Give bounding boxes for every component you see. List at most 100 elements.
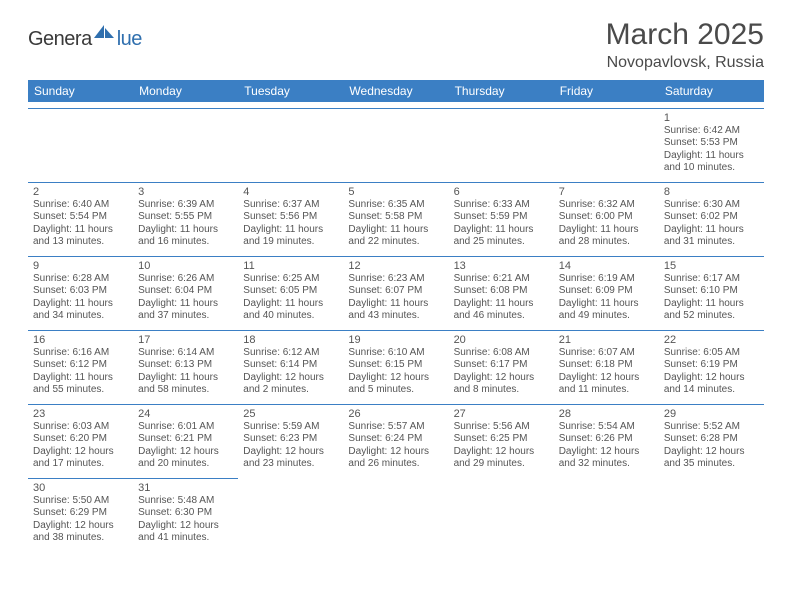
logo-text-blue: lue — [117, 28, 142, 51]
day-number: 29 — [664, 408, 759, 420]
calendar-day-cell: 14Sunrise: 6:19 AMSunset: 6:09 PMDayligh… — [554, 256, 659, 330]
day-info: Sunrise: 6:01 AMSunset: 6:21 PMDaylight:… — [138, 421, 233, 471]
calendar-day-cell: 1Sunrise: 6:42 AMSunset: 5:53 PMDaylight… — [659, 108, 764, 182]
day-info: Sunrise: 6:26 AMSunset: 6:04 PMDaylight:… — [138, 273, 233, 323]
day-info: Sunrise: 5:50 AMSunset: 6:29 PMDaylight:… — [33, 495, 128, 545]
calendar-day-cell — [554, 108, 659, 182]
day-number: 3 — [138, 186, 233, 198]
calendar-day-cell: 11Sunrise: 6:25 AMSunset: 6:05 PMDayligh… — [238, 256, 343, 330]
day-info: Sunrise: 5:57 AMSunset: 6:24 PMDaylight:… — [348, 421, 443, 471]
day-number: 12 — [348, 260, 443, 272]
day-info: Sunrise: 6:10 AMSunset: 6:15 PMDaylight:… — [348, 347, 443, 397]
day-info: Sunrise: 6:23 AMSunset: 6:07 PMDaylight:… — [348, 273, 443, 323]
weekday-header: Friday — [554, 80, 659, 102]
day-info: Sunrise: 6:40 AMSunset: 5:54 PMDaylight:… — [33, 199, 128, 249]
calendar-day-cell: 2Sunrise: 6:40 AMSunset: 5:54 PMDaylight… — [28, 182, 133, 256]
day-number: 7 — [559, 186, 654, 198]
calendar-day-cell: 28Sunrise: 5:54 AMSunset: 6:26 PMDayligh… — [554, 404, 659, 478]
calendar-day-cell — [343, 478, 448, 552]
calendar-day-cell: 17Sunrise: 6:14 AMSunset: 6:13 PMDayligh… — [133, 330, 238, 404]
header: Genera lue March 2025 Novopavlovsk, Russ… — [28, 18, 764, 72]
weekday-header-row: Sunday Monday Tuesday Wednesday Thursday… — [28, 80, 764, 102]
day-number: 21 — [559, 334, 654, 346]
calendar-day-cell — [554, 478, 659, 552]
calendar-week-row: 16Sunrise: 6:16 AMSunset: 6:12 PMDayligh… — [28, 330, 764, 404]
calendar-day-cell: 24Sunrise: 6:01 AMSunset: 6:21 PMDayligh… — [133, 404, 238, 478]
calendar-day-cell — [28, 108, 133, 182]
day-number: 25 — [243, 408, 338, 420]
day-info: Sunrise: 5:48 AMSunset: 6:30 PMDaylight:… — [138, 495, 233, 545]
day-info: Sunrise: 6:33 AMSunset: 5:59 PMDaylight:… — [454, 199, 549, 249]
day-number: 27 — [454, 408, 549, 420]
day-number: 18 — [243, 334, 338, 346]
calendar-page: Genera lue March 2025 Novopavlovsk, Russ… — [0, 0, 792, 570]
calendar-day-cell: 15Sunrise: 6:17 AMSunset: 6:10 PMDayligh… — [659, 256, 764, 330]
day-info: Sunrise: 5:52 AMSunset: 6:28 PMDaylight:… — [664, 421, 759, 471]
calendar-day-cell: 19Sunrise: 6:10 AMSunset: 6:15 PMDayligh… — [343, 330, 448, 404]
calendar-day-cell: 29Sunrise: 5:52 AMSunset: 6:28 PMDayligh… — [659, 404, 764, 478]
calendar-day-cell — [343, 108, 448, 182]
day-info: Sunrise: 6:12 AMSunset: 6:14 PMDaylight:… — [243, 347, 338, 397]
logo-text-general: Genera — [28, 28, 92, 51]
calendar-day-cell: 9Sunrise: 6:28 AMSunset: 6:03 PMDaylight… — [28, 256, 133, 330]
calendar-week-row: 23Sunrise: 6:03 AMSunset: 6:20 PMDayligh… — [28, 404, 764, 478]
calendar-day-cell: 30Sunrise: 5:50 AMSunset: 6:29 PMDayligh… — [28, 478, 133, 552]
day-number: 2 — [33, 186, 128, 198]
weekday-header: Saturday — [659, 80, 764, 102]
day-info: Sunrise: 6:05 AMSunset: 6:19 PMDaylight:… — [664, 347, 759, 397]
logo: Genera lue — [28, 24, 142, 55]
day-info: Sunrise: 6:21 AMSunset: 6:08 PMDaylight:… — [454, 273, 549, 323]
day-number: 24 — [138, 408, 233, 420]
location: Novopavlovsk, Russia — [606, 54, 764, 72]
month-title: March 2025 — [606, 18, 764, 52]
day-number: 13 — [454, 260, 549, 272]
day-number: 26 — [348, 408, 443, 420]
calendar-day-cell: 12Sunrise: 6:23 AMSunset: 6:07 PMDayligh… — [343, 256, 448, 330]
day-number: 6 — [454, 186, 549, 198]
calendar-day-cell: 13Sunrise: 6:21 AMSunset: 6:08 PMDayligh… — [449, 256, 554, 330]
calendar-week-row: 1Sunrise: 6:42 AMSunset: 5:53 PMDaylight… — [28, 108, 764, 182]
day-number: 5 — [348, 186, 443, 198]
day-number: 8 — [664, 186, 759, 198]
sail-icon — [94, 24, 116, 45]
weekday-header: Tuesday — [238, 80, 343, 102]
day-info: Sunrise: 6:28 AMSunset: 6:03 PMDaylight:… — [33, 273, 128, 323]
day-number: 10 — [138, 260, 233, 272]
day-number: 22 — [664, 334, 759, 346]
calendar-day-cell: 21Sunrise: 6:07 AMSunset: 6:18 PMDayligh… — [554, 330, 659, 404]
weekday-header: Wednesday — [343, 80, 448, 102]
day-info: Sunrise: 6:42 AMSunset: 5:53 PMDaylight:… — [664, 125, 759, 175]
day-info: Sunrise: 6:39 AMSunset: 5:55 PMDaylight:… — [138, 199, 233, 249]
weekday-header: Monday — [133, 80, 238, 102]
calendar-day-cell: 8Sunrise: 6:30 AMSunset: 6:02 PMDaylight… — [659, 182, 764, 256]
title-block: March 2025 Novopavlovsk, Russia — [606, 18, 764, 72]
calendar-day-cell: 10Sunrise: 6:26 AMSunset: 6:04 PMDayligh… — [133, 256, 238, 330]
calendar-day-cell: 7Sunrise: 6:32 AMSunset: 6:00 PMDaylight… — [554, 182, 659, 256]
calendar-day-cell: 26Sunrise: 5:57 AMSunset: 6:24 PMDayligh… — [343, 404, 448, 478]
calendar-week-row: 30Sunrise: 5:50 AMSunset: 6:29 PMDayligh… — [28, 478, 764, 552]
day-info: Sunrise: 5:59 AMSunset: 6:23 PMDaylight:… — [243, 421, 338, 471]
calendar-day-cell: 31Sunrise: 5:48 AMSunset: 6:30 PMDayligh… — [133, 478, 238, 552]
calendar-day-cell: 16Sunrise: 6:16 AMSunset: 6:12 PMDayligh… — [28, 330, 133, 404]
day-info: Sunrise: 6:30 AMSunset: 6:02 PMDaylight:… — [664, 199, 759, 249]
day-number: 14 — [559, 260, 654, 272]
calendar-day-cell — [659, 478, 764, 552]
calendar-day-cell — [449, 108, 554, 182]
day-info: Sunrise: 6:32 AMSunset: 6:00 PMDaylight:… — [559, 199, 654, 249]
weekday-header: Thursday — [449, 80, 554, 102]
day-info: Sunrise: 6:07 AMSunset: 6:18 PMDaylight:… — [559, 347, 654, 397]
calendar-day-cell: 23Sunrise: 6:03 AMSunset: 6:20 PMDayligh… — [28, 404, 133, 478]
day-number: 1 — [664, 112, 759, 124]
calendar-day-cell: 5Sunrise: 6:35 AMSunset: 5:58 PMDaylight… — [343, 182, 448, 256]
day-number: 17 — [138, 334, 233, 346]
day-number: 4 — [243, 186, 338, 198]
calendar-table: Sunday Monday Tuesday Wednesday Thursday… — [28, 80, 764, 552]
calendar-day-cell: 20Sunrise: 6:08 AMSunset: 6:17 PMDayligh… — [449, 330, 554, 404]
calendar-day-cell: 22Sunrise: 6:05 AMSunset: 6:19 PMDayligh… — [659, 330, 764, 404]
calendar-day-cell — [449, 478, 554, 552]
day-number: 16 — [33, 334, 128, 346]
calendar-day-cell: 27Sunrise: 5:56 AMSunset: 6:25 PMDayligh… — [449, 404, 554, 478]
day-number: 15 — [664, 260, 759, 272]
day-number: 28 — [559, 408, 654, 420]
day-info: Sunrise: 5:56 AMSunset: 6:25 PMDaylight:… — [454, 421, 549, 471]
